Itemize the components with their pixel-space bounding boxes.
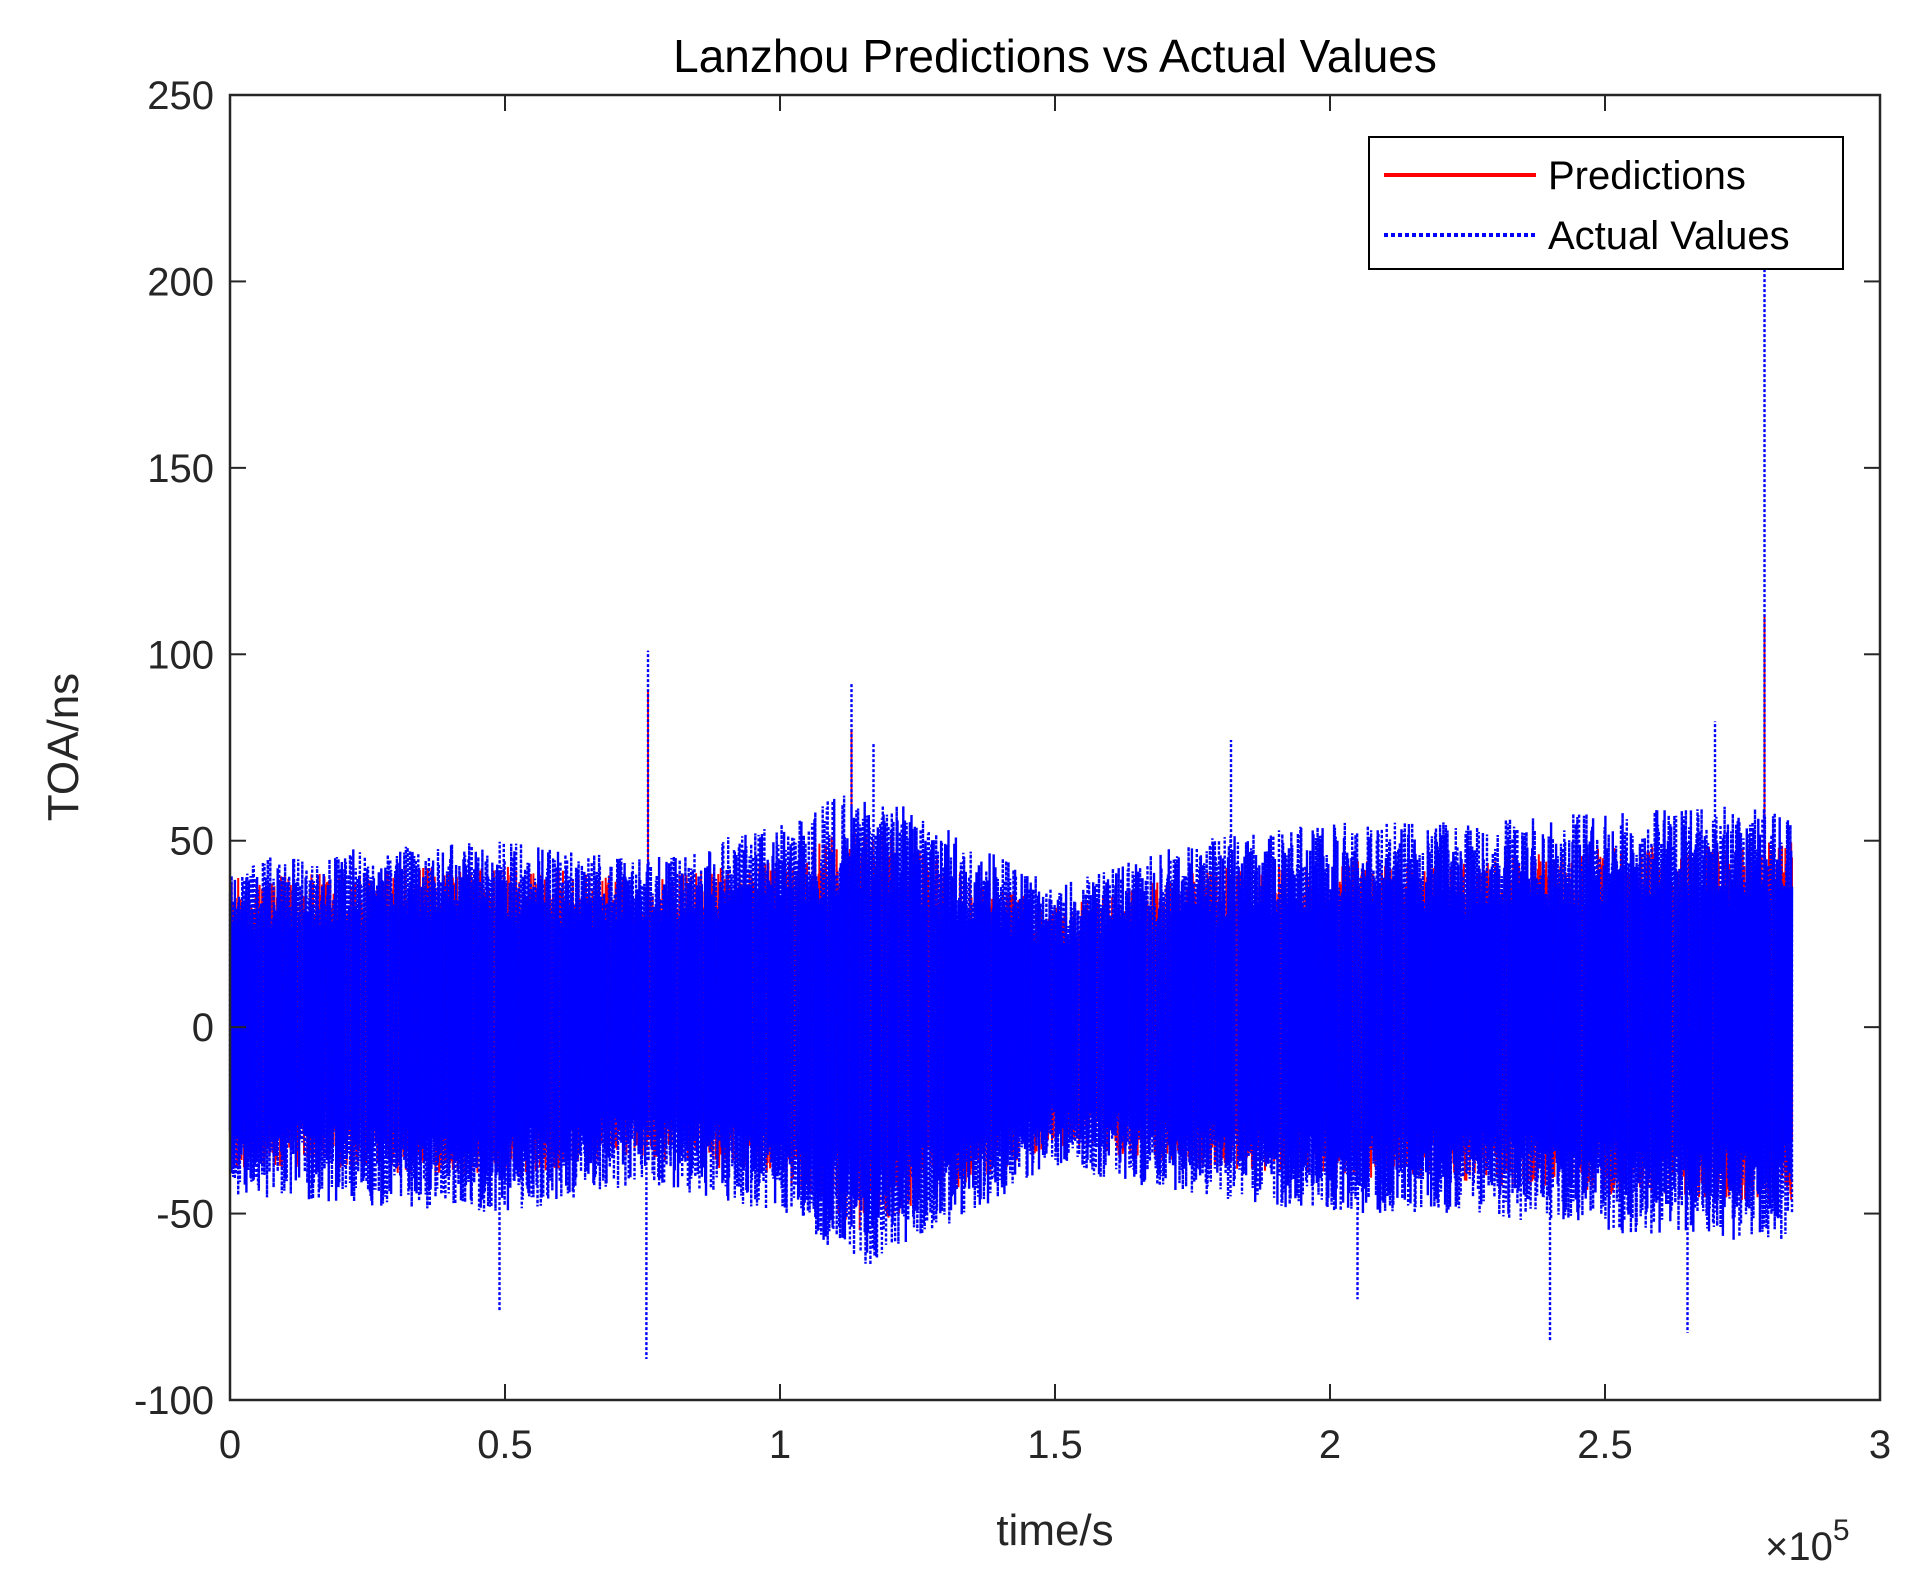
legend-box — [1368, 136, 1844, 270]
x-tick-label: 1 — [769, 1423, 791, 1467]
y-tick-label: -100 — [134, 1379, 214, 1423]
series-layer — [228, 262, 1794, 1359]
ticks-layer: 0 0.5 1 1.5 2 2.5 3 -100 -50 0 50 100 150 200 250 — [134, 74, 1891, 1467]
x-multiplier: ×105 — [1765, 1514, 1850, 1569]
x-tick-label: 1.5 — [1027, 1423, 1083, 1467]
x-tick-label: 0.5 — [477, 1423, 533, 1467]
x-tick-label: 2.5 — [1577, 1423, 1633, 1467]
chart-title: Lanzhou Predictions vs Actual Values — [673, 30, 1437, 82]
x-axis-label: time/s — [996, 1506, 1113, 1555]
y-tick-label: 100 — [147, 633, 214, 677]
series-actual-values — [228, 262, 1794, 1359]
legend-label-actual-values: Actual Values — [1548, 214, 1790, 258]
x-tick-label: 2 — [1319, 1423, 1341, 1467]
legend-label-predictions: Predictions — [1548, 154, 1746, 198]
y-tick-label: 150 — [147, 447, 214, 491]
legend: Predictions Actual Values — [1368, 136, 1844, 270]
x-tick-label: 0 — [219, 1423, 241, 1467]
y-tick-label: -50 — [156, 1193, 214, 1237]
y-tick-label: 200 — [147, 260, 214, 304]
x-multiplier-exp: 5 — [1833, 1514, 1850, 1547]
y-tick-label: 250 — [147, 74, 214, 118]
x-multiplier-base: ×10 — [1765, 1525, 1833, 1569]
y-axis-label: TOA/ns — [39, 673, 88, 821]
x-tick-label: 3 — [1869, 1423, 1891, 1467]
y-tick-label: 50 — [170, 820, 215, 864]
y-tick-label: 0 — [192, 1006, 214, 1050]
